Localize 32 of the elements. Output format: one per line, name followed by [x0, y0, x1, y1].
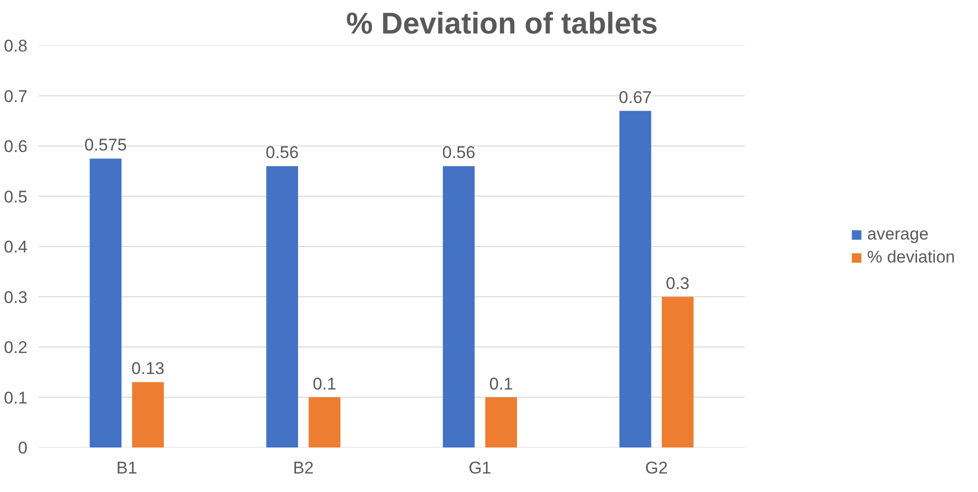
bar — [266, 166, 298, 448]
y-tick-label: 0 — [18, 438, 28, 458]
data-label: 0.575 — [84, 136, 127, 155]
x-tick-label: G1 — [468, 458, 492, 478]
bar — [662, 296, 694, 448]
bar — [90, 158, 122, 448]
x-tick-label: B2 — [292, 458, 314, 478]
y-tick-label: 0.6 — [4, 137, 28, 156]
data-label: 0.3 — [666, 274, 690, 293]
y-tick-label: 0.2 — [4, 338, 28, 357]
bar — [132, 382, 164, 448]
legend-label: average — [867, 224, 929, 244]
bar — [308, 397, 340, 448]
bar — [485, 397, 518, 448]
data-label: 0.13 — [131, 359, 165, 378]
x-tick-label: G2 — [645, 458, 668, 478]
bar — [442, 166, 475, 448]
y-tick-label: 0.4 — [4, 238, 28, 256]
bar — [619, 110, 652, 448]
y-tick-label: 0.5 — [4, 187, 28, 206]
data-label: 0.56 — [442, 143, 476, 162]
data-label: 0.1 — [489, 374, 513, 394]
data-label: 0.67 — [618, 88, 652, 107]
y-tick-label: 0.1 — [4, 388, 28, 408]
x-tick-label: B1 — [116, 458, 138, 478]
y-tick-label: 0.8 — [4, 36, 28, 56]
y-tick-label: 0.3 — [4, 288, 28, 307]
data-label: 0.1 — [312, 374, 336, 394]
legend-label: % deviation — [867, 248, 955, 268]
chart-title: % Deviation of tablets — [346, 8, 658, 40]
y-tick-label: 0.7 — [4, 86, 28, 106]
data-label: 0.56 — [266, 143, 299, 162]
